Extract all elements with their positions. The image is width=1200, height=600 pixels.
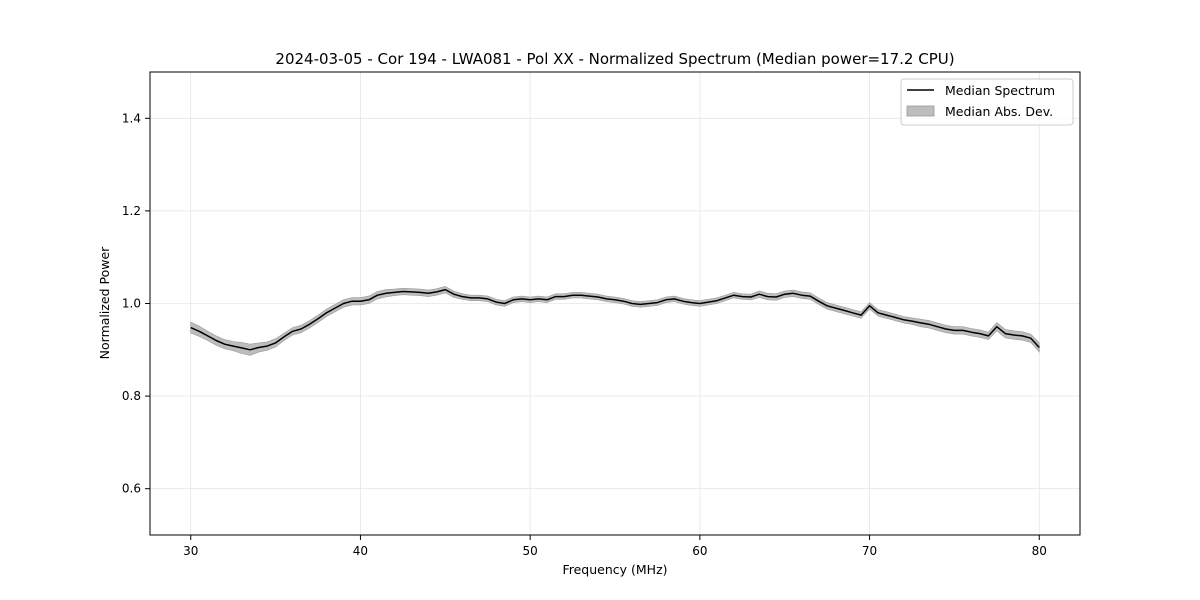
median-spectrum-line xyxy=(190,288,1040,351)
y-tick-label: 1.4 xyxy=(122,111,141,125)
legend-median-abs-dev-swatch xyxy=(906,105,935,117)
y-tick-label: 1.0 xyxy=(122,297,141,311)
legend-median-spectrum-label: Median Spectrum xyxy=(945,83,1055,98)
median-abs-dev-band-layer xyxy=(190,286,1040,356)
x-tick-label: 40 xyxy=(353,544,368,558)
y-tick-label: 0.8 xyxy=(122,389,141,403)
x-axis-ticks: 30 40 50 60 70 80 xyxy=(183,535,1047,558)
x-tick-label: 50 xyxy=(523,544,538,558)
legend-median-abs-dev-label: Median Abs. Dev. xyxy=(945,104,1053,119)
chart-title: 2024-03-05 - Cor 194 - LWA081 - Pol XX -… xyxy=(275,50,954,68)
y-axis-ticks: 0.6 0.8 1.0 1.2 1.4 xyxy=(122,111,150,496)
x-tick-label: 80 xyxy=(1032,544,1047,558)
x-tick-label: 70 xyxy=(862,544,877,558)
x-tick-label: 60 xyxy=(692,544,707,558)
y-axis-label: Normalized Power xyxy=(97,246,112,360)
x-axis-label: Frequency (MHz) xyxy=(562,562,667,577)
x-tick-label: 30 xyxy=(183,544,198,558)
legend: Median Spectrum Median Abs. Dev. xyxy=(900,78,1074,126)
median-spectrum-line-layer xyxy=(190,288,1040,351)
median-abs-dev-band xyxy=(190,286,1040,356)
y-tick-label: 1.2 xyxy=(122,204,141,218)
y-tick-label: 0.6 xyxy=(122,482,141,496)
legend-box xyxy=(900,78,1074,126)
